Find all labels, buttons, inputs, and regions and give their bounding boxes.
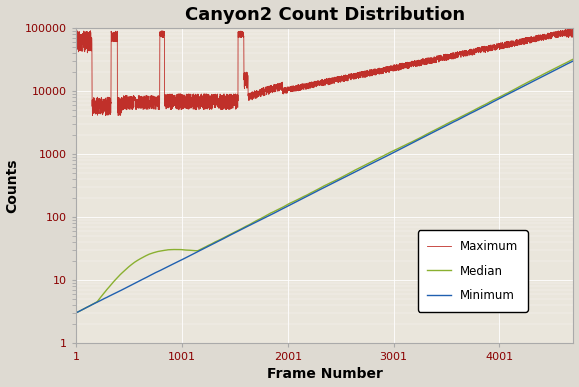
Minimum bbox=[136, 279, 143, 283]
Median bbox=[136, 257, 143, 262]
Minimum bbox=[298, 197, 305, 201]
Maximum bbox=[102, 113, 109, 118]
Median bbox=[298, 195, 305, 200]
Legend: Maximum, Median, Minimum: Maximum, Median, Minimum bbox=[417, 230, 527, 312]
Median bbox=[419, 134, 426, 139]
Title: Canyon2 Count Distribution: Canyon2 Count Distribution bbox=[185, 5, 465, 24]
Median bbox=[207, 242, 214, 247]
Minimum bbox=[419, 135, 426, 140]
Maximum bbox=[298, 82, 305, 86]
Minimum bbox=[134, 280, 141, 284]
Minimum bbox=[207, 243, 214, 247]
Maximum bbox=[207, 93, 214, 98]
Median bbox=[73, 310, 80, 315]
X-axis label: Frame Number: Frame Number bbox=[267, 367, 383, 382]
Maximum bbox=[134, 105, 141, 110]
Maximum bbox=[136, 94, 143, 99]
Maximum bbox=[316, 82, 323, 87]
Y-axis label: Counts: Counts bbox=[6, 158, 20, 212]
Line: Maximum: Maximum bbox=[76, 28, 573, 116]
Line: Median: Median bbox=[76, 59, 573, 313]
Minimum bbox=[73, 310, 80, 315]
Maximum bbox=[570, 33, 577, 38]
Maximum bbox=[419, 57, 426, 61]
Minimum bbox=[570, 58, 577, 63]
Median bbox=[316, 186, 323, 191]
Median bbox=[134, 258, 141, 263]
Minimum bbox=[316, 188, 323, 192]
Maximum bbox=[73, 29, 80, 34]
Line: Minimum: Minimum bbox=[76, 61, 573, 313]
Maximum bbox=[570, 26, 577, 30]
Median bbox=[570, 57, 577, 62]
